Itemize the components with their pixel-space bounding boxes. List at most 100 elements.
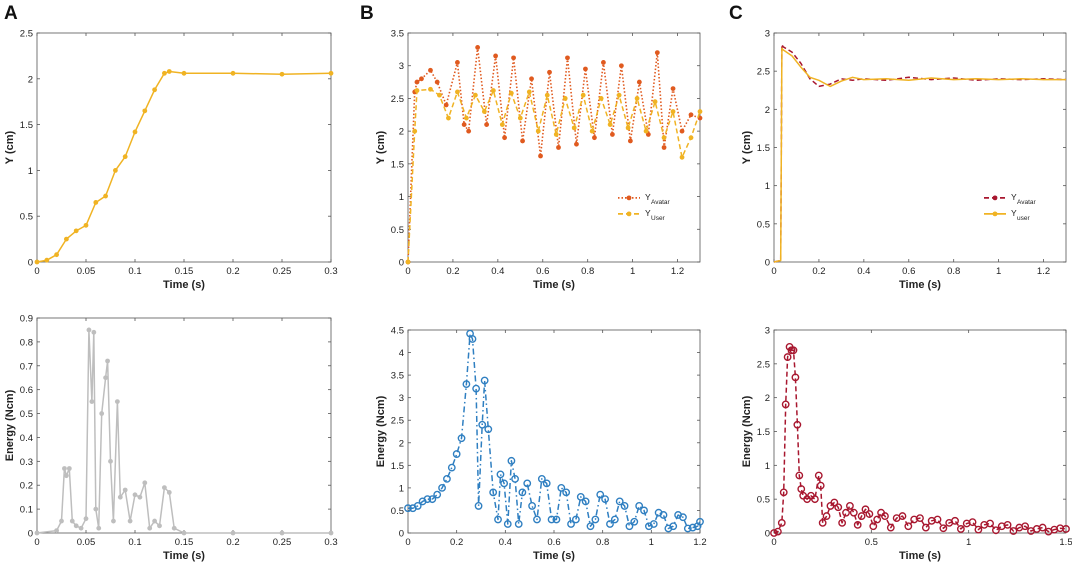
data-point [132,492,138,498]
x-tick-label: 0.05 [77,266,96,277]
y-tick-label: 0 [399,529,404,540]
data-point [974,525,983,534]
data-point [414,88,420,93]
chart-C-top: 0 0.2 0.4 0.6 0.8 1 1.2 0 0.5 1 1.5 2 2.5 3 Time (s) Y … [741,29,1067,291]
data-point [615,497,624,506]
data-point [462,380,471,389]
y-tick-label: 0 [765,529,770,540]
data-point [83,516,89,522]
data-point [634,96,640,101]
data-point [472,384,481,393]
data-point [688,523,697,532]
chart-A-bottom: 0 0.05 0.1 0.15 0.2 0.25 0.3 0 0.1 0.2 0.3 0.4 0.5 0.… [4,314,338,563]
panel-label-b: B [360,3,374,24]
chart-C-bottom: 0 0.5 1 1.5 0 0.5 1 1.5 2 2.5 3 Time (s) Energy (Ncm… [741,326,1072,563]
data-point [606,520,614,528]
y-axis-label: Energy (Ncm) [4,389,16,461]
legend-label-subscript: Avatar [1017,199,1037,206]
y-tick-label: 3 [765,326,770,337]
data-point [34,259,40,265]
x-tick-label: 1.2 [1037,266,1050,277]
x-tick-label: 1 [630,266,635,277]
data-point [472,92,478,98]
x-tick-label: 0.2 [446,266,459,277]
data-point [523,479,532,488]
data-point [535,128,541,134]
data-point [502,135,507,141]
data-point [152,87,158,93]
data-point [96,525,102,531]
data-point [567,520,575,528]
y-tick-label: 2.5 [757,359,770,370]
panel-label-c: C [729,3,743,24]
x-tick-label: 0 [34,266,39,277]
data-point [652,99,658,105]
data-point [457,434,466,443]
legend-marker [992,195,998,201]
data-point [34,530,40,536]
x-tick-label: 0.25 [273,266,292,277]
data-point [886,523,895,532]
data-point [405,259,411,265]
x-tick-label: 0.8 [581,266,594,277]
data-point [518,488,527,497]
y-tick-label: 3 [765,29,770,40]
y-tick-label: 0.1 [20,505,33,516]
legend-label: Y [645,192,651,202]
data-point [517,115,523,121]
data-point [846,502,854,510]
y-tick-label: 1 [399,192,404,203]
data-point [480,376,489,385]
data-point [562,488,571,497]
plot-frame [407,329,701,534]
x-tick-label: 0.4 [491,266,504,277]
data-point [437,92,442,98]
y-tick-label: 2 [399,438,404,449]
data-point [443,102,449,108]
chart-B-bottom: 0 0.2 0.4 0.6 0.8 1 1.2 0 0.5 1 1.5 2 2.5 3 3.5 4 4.5 Tim… [375,326,707,563]
y-tick-label: 1 [765,461,770,472]
data-point [556,145,561,150]
data-point [147,525,153,531]
data-point [423,495,432,504]
plot-frame [36,317,332,534]
x-tick-label: 0 [771,266,776,277]
data-point [500,479,509,488]
data-point [468,335,477,343]
data-point [933,515,942,524]
data-point [54,252,59,258]
y-axis-label: Energy (Ncm) [741,395,753,467]
data-point [1021,522,1030,531]
data-point [679,513,687,522]
y-tick-label: 4 [399,348,404,359]
x-tick-label: 0.15 [175,266,194,277]
plot-frame [773,32,1067,263]
data-point [838,518,847,527]
data-point [770,529,778,537]
data-point [857,512,866,520]
data-point [986,519,994,528]
data-point [916,514,924,523]
data-point [898,512,907,520]
x-tick-label: 0 [405,266,410,277]
chart-A-top: 0 0.05 0.1 0.15 0.2 0.25 0.3 0 0.5 1 1.5 2 2.5 Time (… [4,29,338,292]
data-point [93,506,99,512]
data-point [592,135,597,141]
x-tick-label: 0.3 [324,537,337,548]
y-tick-label: 2.5 [391,416,404,427]
data-point [688,112,694,118]
x-tick-label: 1.2 [693,537,706,548]
data-point [853,520,862,529]
data-point [279,71,285,77]
data-point [797,485,806,493]
x-tick-label: 0.05 [77,537,96,548]
data-point [103,375,108,381]
legend-marker [626,211,632,217]
x-axis-label: Time (s) [163,550,205,562]
data-point [171,525,177,531]
data-point [627,138,633,144]
y-axis-label: Y (cm) [741,130,753,164]
data-point [508,90,514,96]
data-point [601,495,609,504]
data-point [478,420,487,429]
